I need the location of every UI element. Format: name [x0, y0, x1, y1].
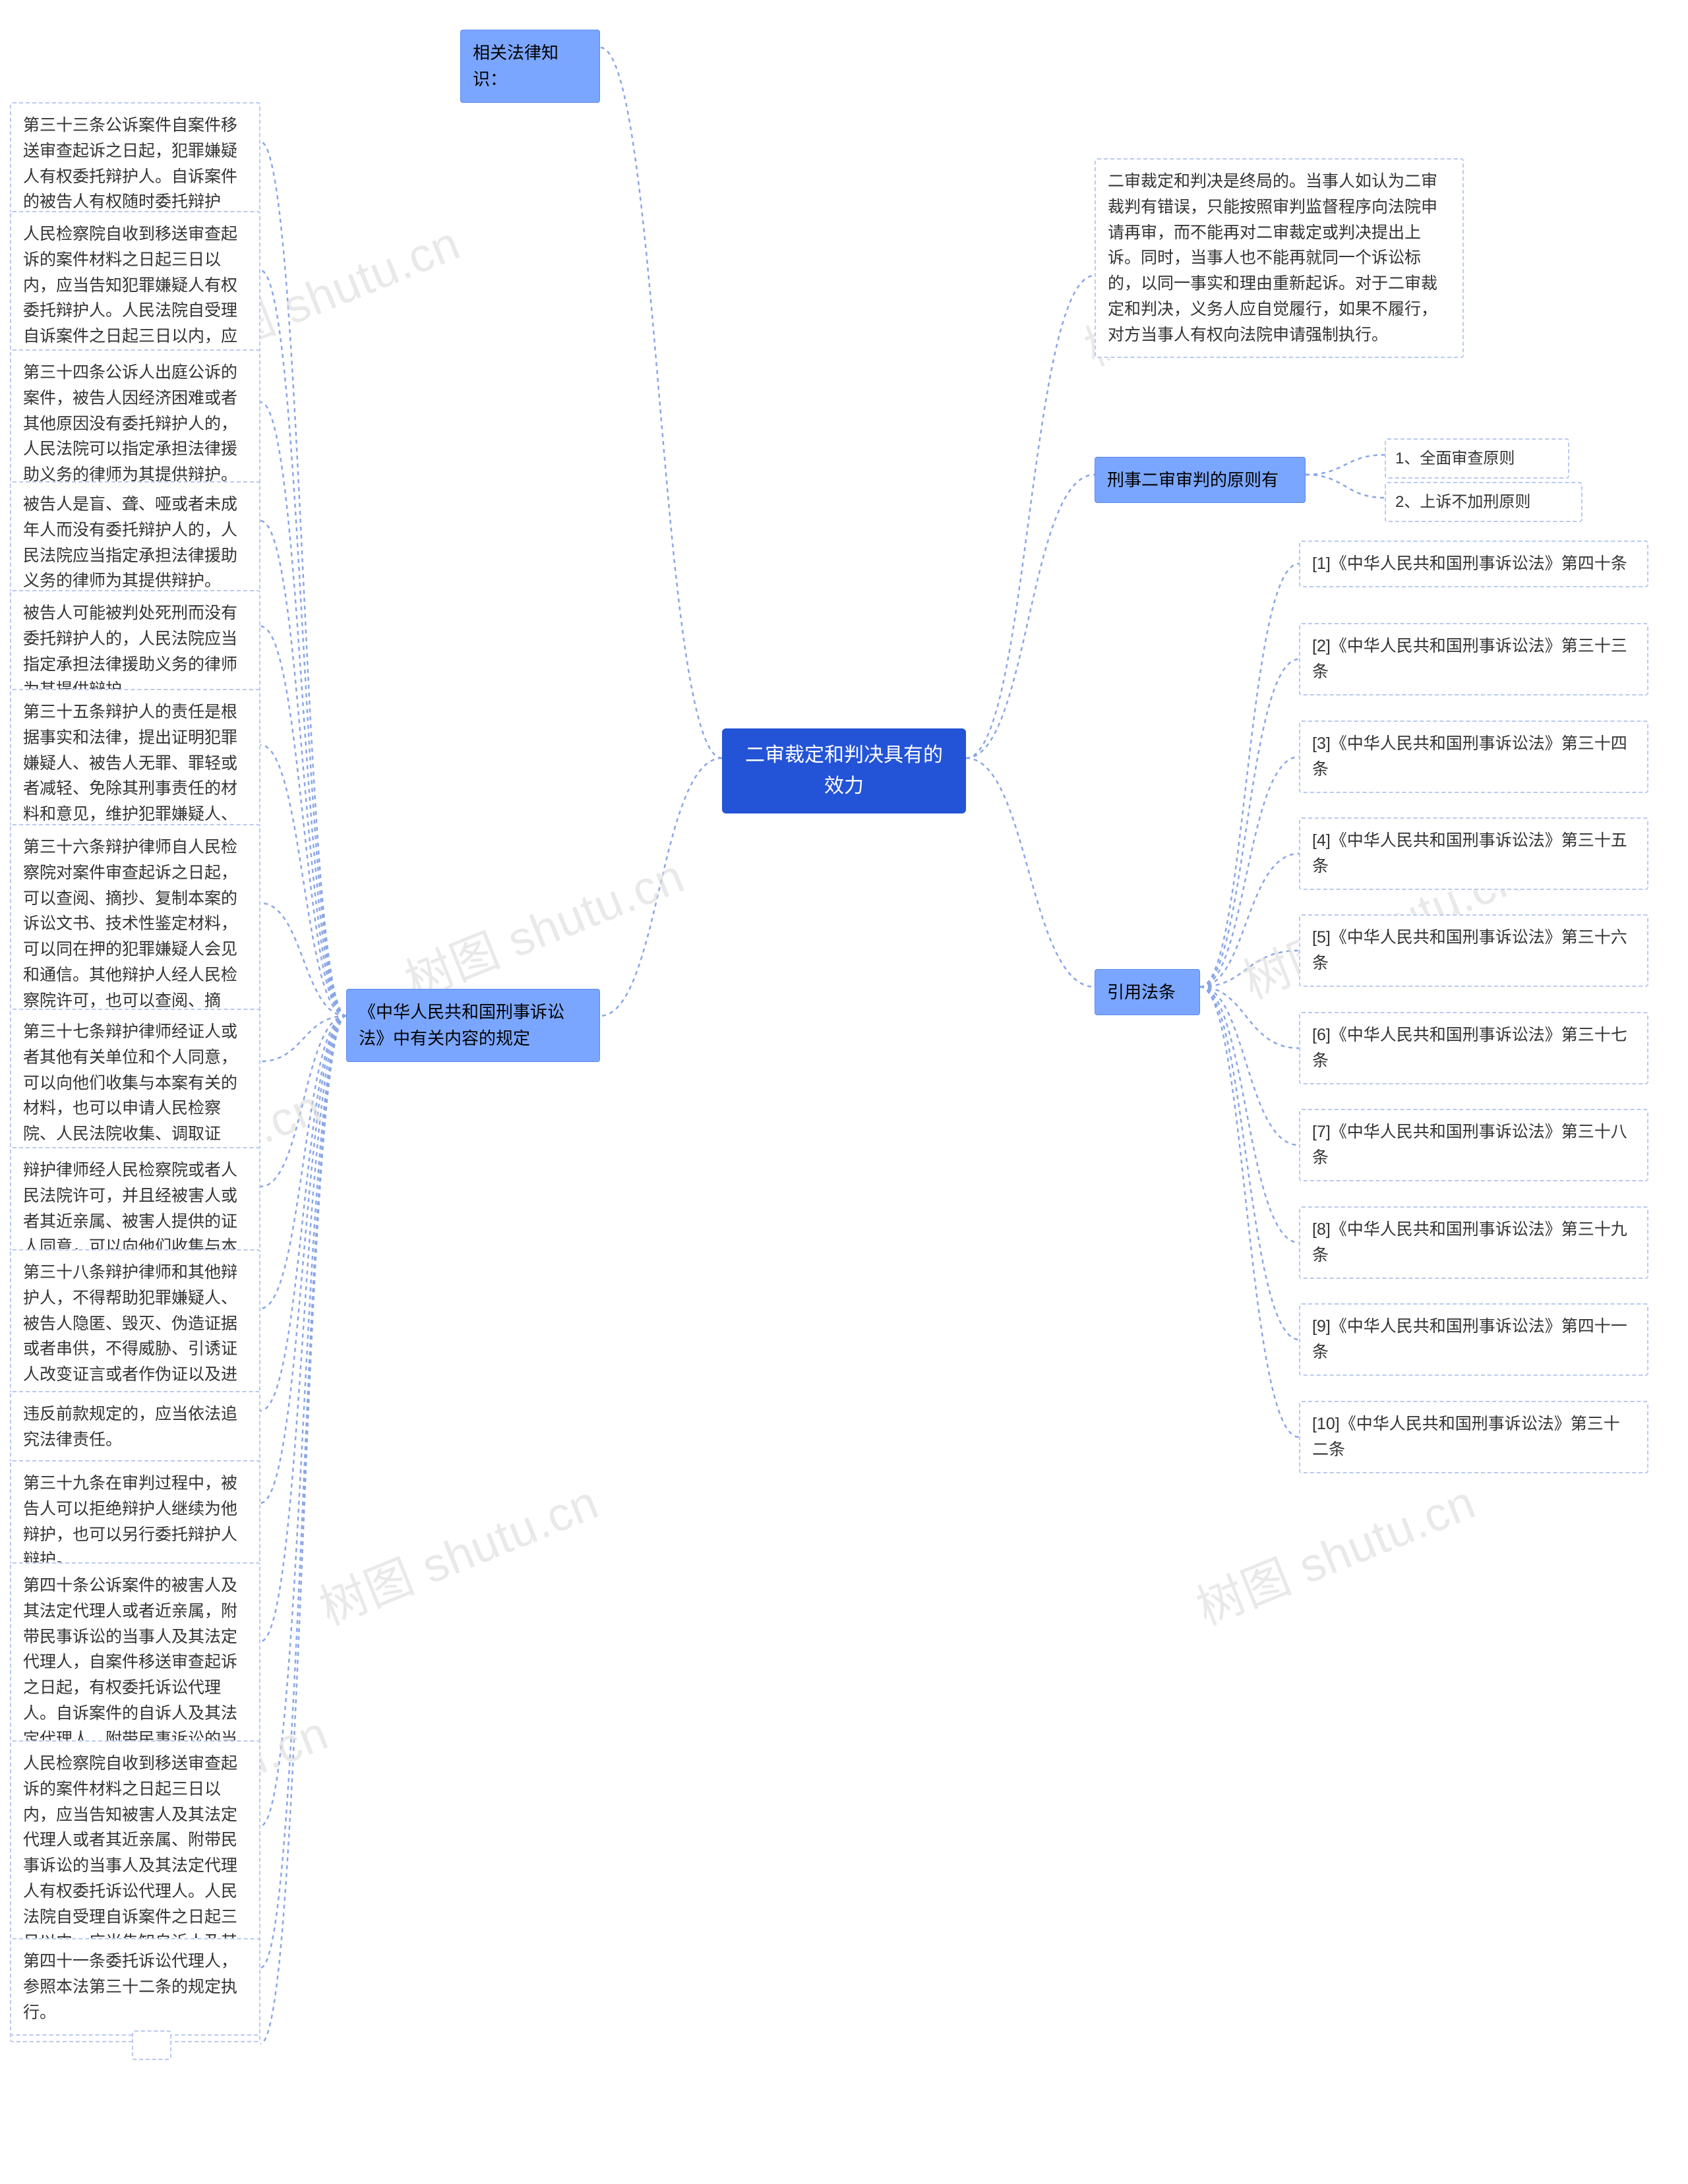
- b5-child-2[interactable]: 第三十四条公诉人出庭公诉的案件，被告人因经济困难或者其他原因没有委托辩护人的，人…: [10, 349, 260, 498]
- b3-child-7[interactable]: [8]《中华人民共和国刑事诉讼法》第三十九条: [1299, 1206, 1648, 1279]
- b3-child-2[interactable]: [3]《中华人民共和国刑事诉讼法》第三十四条: [1299, 721, 1648, 793]
- b5-child-15[interactable]: [132, 2030, 171, 2060]
- b3-child-5[interactable]: [6]《中华人民共和国刑事诉讼法》第三十七条: [1299, 1012, 1648, 1084]
- b3-child-3[interactable]: [4]《中华人民共和国刑事诉讼法》第三十五条: [1299, 817, 1648, 890]
- b3-child-1[interactable]: [2]《中华人民共和国刑事诉讼法》第三十三条: [1299, 623, 1648, 695]
- root-node[interactable]: 二审裁定和判决具有的效力: [722, 728, 966, 813]
- b5-child-3[interactable]: 被告人是盲、聋、哑或者未成年人而没有委托辩护人的，人民法院应当指定承担法律援助义…: [10, 481, 260, 605]
- b2-child-1[interactable]: 2、上诉不加刑原则: [1385, 482, 1582, 522]
- watermark: 树图 shutu.cn: [308, 1463, 607, 1638]
- b3-child-0[interactable]: [1]《中华人民共和国刑事诉讼法》第四十条: [1299, 541, 1648, 587]
- right-branch-3[interactable]: 引用法条: [1095, 969, 1200, 1015]
- b3-child-8[interactable]: [9]《中华人民共和国刑事诉讼法》第四十一条: [1299, 1303, 1648, 1376]
- b3-child-6[interactable]: [7]《中华人民共和国刑事诉讼法》第三十八条: [1299, 1109, 1648, 1181]
- left-branch-4[interactable]: 相关法律知识：: [460, 30, 600, 103]
- b2-child-0[interactable]: 1、全面审查原则: [1385, 438, 1569, 479]
- watermark: 树图 shutu.cn: [1185, 1463, 1484, 1638]
- right-branch-1[interactable]: 二审裁定和判决是终局的。当事人如认为二审裁判有错误，只能按照审判监督程序向法院申…: [1095, 158, 1464, 358]
- b5-child-10[interactable]: 违反前款规定的，应当依法追究法律责任。: [10, 1391, 260, 1463]
- left-branch-5[interactable]: 《中华人民共和国刑事诉讼法》中有关内容的规定: [346, 989, 600, 1062]
- b3-child-4[interactable]: [5]《中华人民共和国刑事诉讼法》第三十六条: [1299, 914, 1648, 987]
- right-branch-2[interactable]: 刑事二审审判的原则有: [1095, 457, 1306, 503]
- b5-child-14[interactable]: 第四十一条委托诉讼代理人，参照本法第三十二条的规定执行。: [10, 1938, 260, 2036]
- watermark: 树图 shutu.cn: [394, 837, 693, 1012]
- b3-child-9[interactable]: [10]《中华人民共和国刑事诉讼法》第三十二条: [1299, 1401, 1648, 1473]
